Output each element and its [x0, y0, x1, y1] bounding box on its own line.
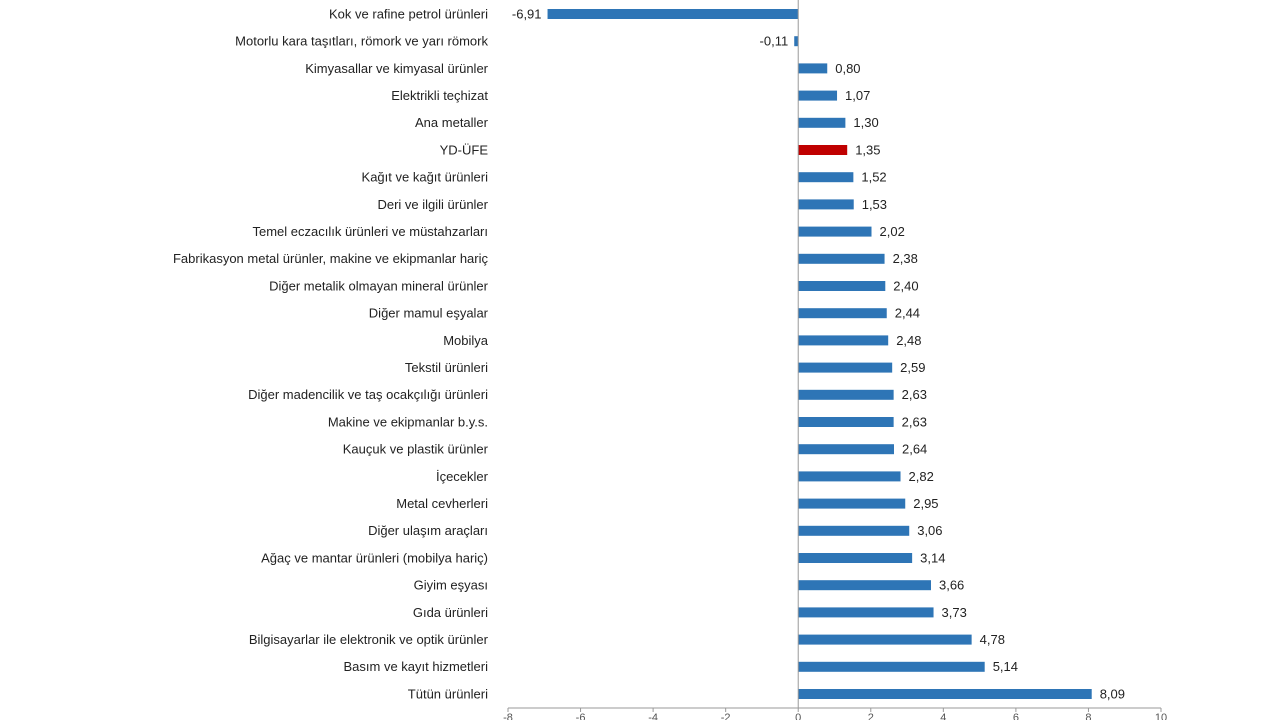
- category-label: Diğer mamul eşyalar: [369, 306, 489, 321]
- category-label: Mobilya: [443, 333, 489, 348]
- value-label: 1,53: [862, 197, 887, 212]
- category-label: Makine ve ekipmanlar b.y.s.: [328, 414, 488, 429]
- category-label: YD-ÜFE: [440, 142, 489, 157]
- x-tick-label: 2: [868, 712, 874, 720]
- bar: [798, 335, 889, 346]
- bar: [798, 90, 838, 101]
- bar: [798, 607, 934, 618]
- value-label: 4,78: [980, 632, 1005, 647]
- category-label: Diğer metalik olmayan mineral ürünler: [269, 278, 489, 293]
- bar: [798, 525, 910, 536]
- category-label: Basım ve kayıt hizmetleri: [344, 659, 489, 674]
- category-label: Tütün ürünleri: [408, 686, 488, 701]
- bar: [798, 553, 913, 563]
- value-label: 2,40: [893, 278, 918, 293]
- bar: [798, 145, 848, 155]
- bar: [798, 471, 901, 482]
- value-label: 1,30: [853, 115, 878, 130]
- category-label: Diğer ulaşım araçları: [368, 523, 488, 538]
- bar: [798, 362, 893, 373]
- bar: [798, 689, 1092, 699]
- category-label: Kimyasallar ve kimyasal ürünler: [305, 61, 488, 76]
- bar: [798, 226, 872, 237]
- x-tick-label: -4: [648, 712, 658, 720]
- value-label: -0,11: [760, 34, 789, 49]
- x-tick-label: 4: [940, 712, 946, 720]
- bar: [798, 253, 885, 264]
- bar: [798, 444, 894, 455]
- value-label: 2,38: [893, 251, 918, 266]
- category-label: Ana metaller: [415, 115, 489, 130]
- value-label: 3,14: [920, 550, 945, 565]
- value-label: 3,73: [942, 605, 967, 620]
- bar: [798, 634, 972, 645]
- category-label: Bilgisayarlar ile elektronik ve optik ür…: [249, 632, 489, 647]
- x-tick-label: 0: [795, 712, 801, 720]
- value-label: 2,59: [900, 360, 925, 375]
- bar: [798, 661, 985, 672]
- value-label: 2,44: [895, 306, 920, 321]
- x-tick-label: -8: [503, 712, 513, 720]
- category-label: Elektrikli teçhizat: [391, 88, 488, 103]
- value-label: 2,63: [902, 414, 927, 429]
- bar: [798, 281, 886, 291]
- category-label: Temel eczacılık ürünleri ve müstahzarlar…: [252, 224, 488, 239]
- bar: [798, 498, 906, 509]
- category-label: Kağıt ve kağıt ürünleri: [362, 170, 489, 185]
- category-label: Metal cevherleri: [396, 496, 488, 511]
- category-label: Diğer madencilik ve taş ocakçılığı ürünl…: [248, 387, 488, 402]
- value-label: 1,52: [861, 170, 886, 185]
- category-label: Gıda ürünleri: [413, 605, 488, 620]
- x-tick-label: 8: [1085, 712, 1091, 720]
- value-label: 3,66: [939, 578, 964, 593]
- value-label: 2,95: [913, 496, 938, 511]
- category-label: Giyim eşyası: [414, 578, 488, 593]
- value-label: -6,91: [512, 6, 542, 21]
- category-label: Tekstil ürünleri: [405, 360, 488, 375]
- bar: [798, 63, 828, 74]
- x-tick-label: 6: [1013, 712, 1019, 720]
- category-label: İçecekler: [436, 469, 489, 484]
- value-label: 1,07: [845, 88, 870, 103]
- bar: [798, 580, 931, 591]
- value-label: 1,35: [855, 142, 880, 157]
- value-label: 2,48: [896, 333, 921, 348]
- bar: [794, 36, 799, 47]
- value-label: 2,82: [909, 469, 934, 484]
- category-label: Ağaç ve mantar ürünleri (mobilya hariç): [261, 550, 488, 565]
- value-label: 2,64: [902, 442, 927, 457]
- category-label: Kauçuk ve plastik ürünler: [343, 442, 489, 457]
- category-label: Kok ve rafine petrol ürünleri: [329, 6, 488, 21]
- category-label: Fabrikasyon metal ürünler, makine ve eki…: [173, 251, 489, 266]
- value-label: 2,63: [902, 387, 927, 402]
- bar: [547, 9, 799, 19]
- bar: [798, 417, 894, 427]
- value-label: 2,02: [880, 224, 905, 239]
- value-label: 0,80: [835, 61, 860, 76]
- category-label: Deri ve ilgili ürünler: [377, 197, 488, 212]
- value-label: 3,06: [917, 523, 942, 538]
- x-tick-label: -2: [721, 712, 731, 720]
- bar: [798, 172, 854, 183]
- bar: [798, 389, 894, 400]
- bar: [798, 117, 846, 128]
- x-tick-label: -6: [576, 712, 586, 720]
- bar: [798, 308, 887, 319]
- category-label: Motorlu kara taşıtları, römork ve yarı r…: [235, 34, 488, 49]
- value-label: 8,09: [1100, 686, 1125, 701]
- value-label: 5,14: [993, 659, 1018, 674]
- bar: [798, 199, 854, 210]
- x-tick-label: 10: [1155, 712, 1167, 720]
